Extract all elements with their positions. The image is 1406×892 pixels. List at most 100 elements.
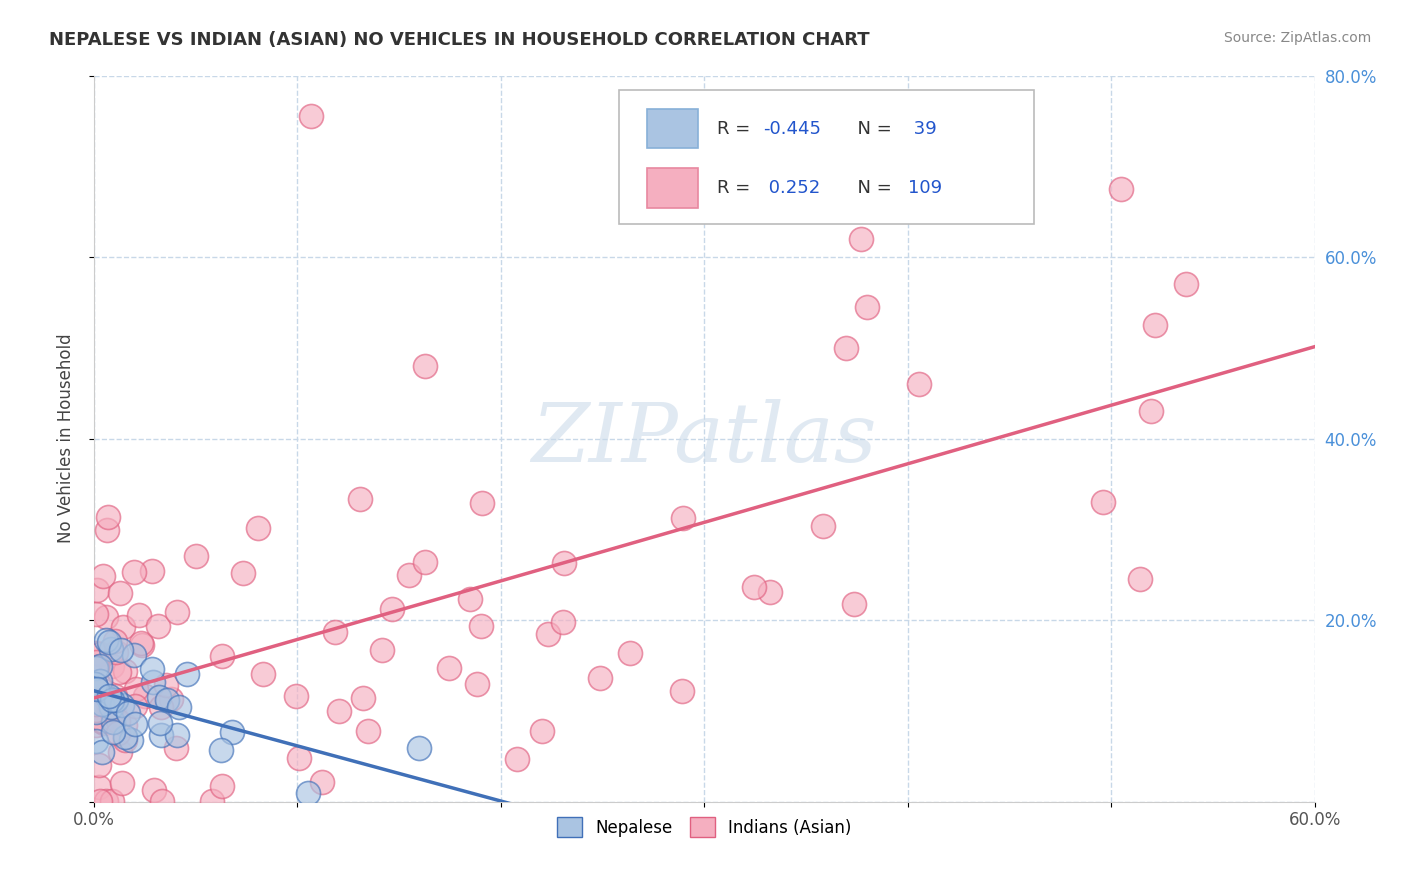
Point [84,607,107,622]
Point [1143,318,1166,332]
Point [105,645,128,659]
Point [370,643,392,657]
Point [91,714,114,728]
Point [247,521,270,535]
Point [84,717,107,731]
Point [811,519,834,533]
Point [86,582,108,597]
Point [299,109,322,123]
Point [114,733,136,747]
Point [108,586,131,600]
Point [155,678,177,692]
Point [413,359,436,373]
Point [150,794,173,808]
Point [84,734,107,748]
Point [114,664,136,678]
Point [176,667,198,681]
Point [84,661,107,675]
Point [110,642,132,657]
Point [184,549,207,563]
Point [323,624,346,639]
Point [111,698,134,712]
Point [551,615,574,629]
Point [505,751,527,765]
Point [114,730,136,744]
Y-axis label: No Vehicles in Household: No Vehicles in Household [58,334,75,543]
Point [742,580,765,594]
Point [134,689,156,703]
Text: R =: R = [717,120,755,137]
Point [91,568,114,582]
Point [96,610,118,624]
Point [141,564,163,578]
Point [201,794,224,808]
Text: Source: ZipAtlas.com: Source: ZipAtlas.com [1223,31,1371,45]
Point [122,566,145,580]
Text: R =: R = [717,179,755,197]
Point [111,620,134,634]
Point [165,741,187,756]
Text: -0.445: -0.445 [763,120,821,137]
Point [458,592,481,607]
Point [408,741,430,756]
Point [149,716,172,731]
Point [84,677,107,691]
FancyBboxPatch shape [647,109,699,148]
Point [84,697,107,711]
Point [100,641,122,656]
Point [1109,182,1132,196]
Point [311,774,333,789]
Point [104,690,127,704]
Point [211,780,233,794]
Point [107,726,129,740]
Point [101,794,124,808]
Point [100,699,122,714]
Point [84,656,107,670]
Point [156,692,179,706]
Point [166,605,188,619]
Legend: Nepalese, Indians (Asian): Nepalese, Indians (Asian) [551,811,858,844]
Point [855,300,877,314]
Text: N =: N = [846,179,897,197]
Point [588,671,610,685]
Point [103,725,125,739]
Point [117,706,139,720]
Point [103,703,125,717]
Point [252,666,274,681]
Point [105,692,128,706]
Point [125,681,148,696]
Point [90,697,112,711]
Point [537,627,560,641]
Point [413,555,436,569]
Point [1175,277,1198,292]
Point [465,677,488,691]
Point [352,691,374,706]
Point [86,659,108,673]
Point [111,776,134,790]
Point [672,510,695,524]
Text: 39: 39 [908,120,936,137]
Point [221,725,243,739]
Point [142,783,165,797]
Point [98,702,121,716]
Point [288,750,311,764]
Point [104,634,127,648]
Point [671,683,693,698]
Point [84,703,107,717]
Point [89,647,111,661]
Point [120,732,142,747]
Point [90,714,112,728]
Point [97,509,120,524]
Point [758,585,780,599]
Point [849,232,872,246]
Point [101,693,124,707]
Point [1140,403,1163,417]
Point [97,705,120,719]
Text: N =: N = [846,120,897,137]
Point [619,646,641,660]
Point [93,715,115,730]
Point [89,794,111,808]
Point [166,728,188,742]
Point [530,723,553,738]
Point [357,723,380,738]
